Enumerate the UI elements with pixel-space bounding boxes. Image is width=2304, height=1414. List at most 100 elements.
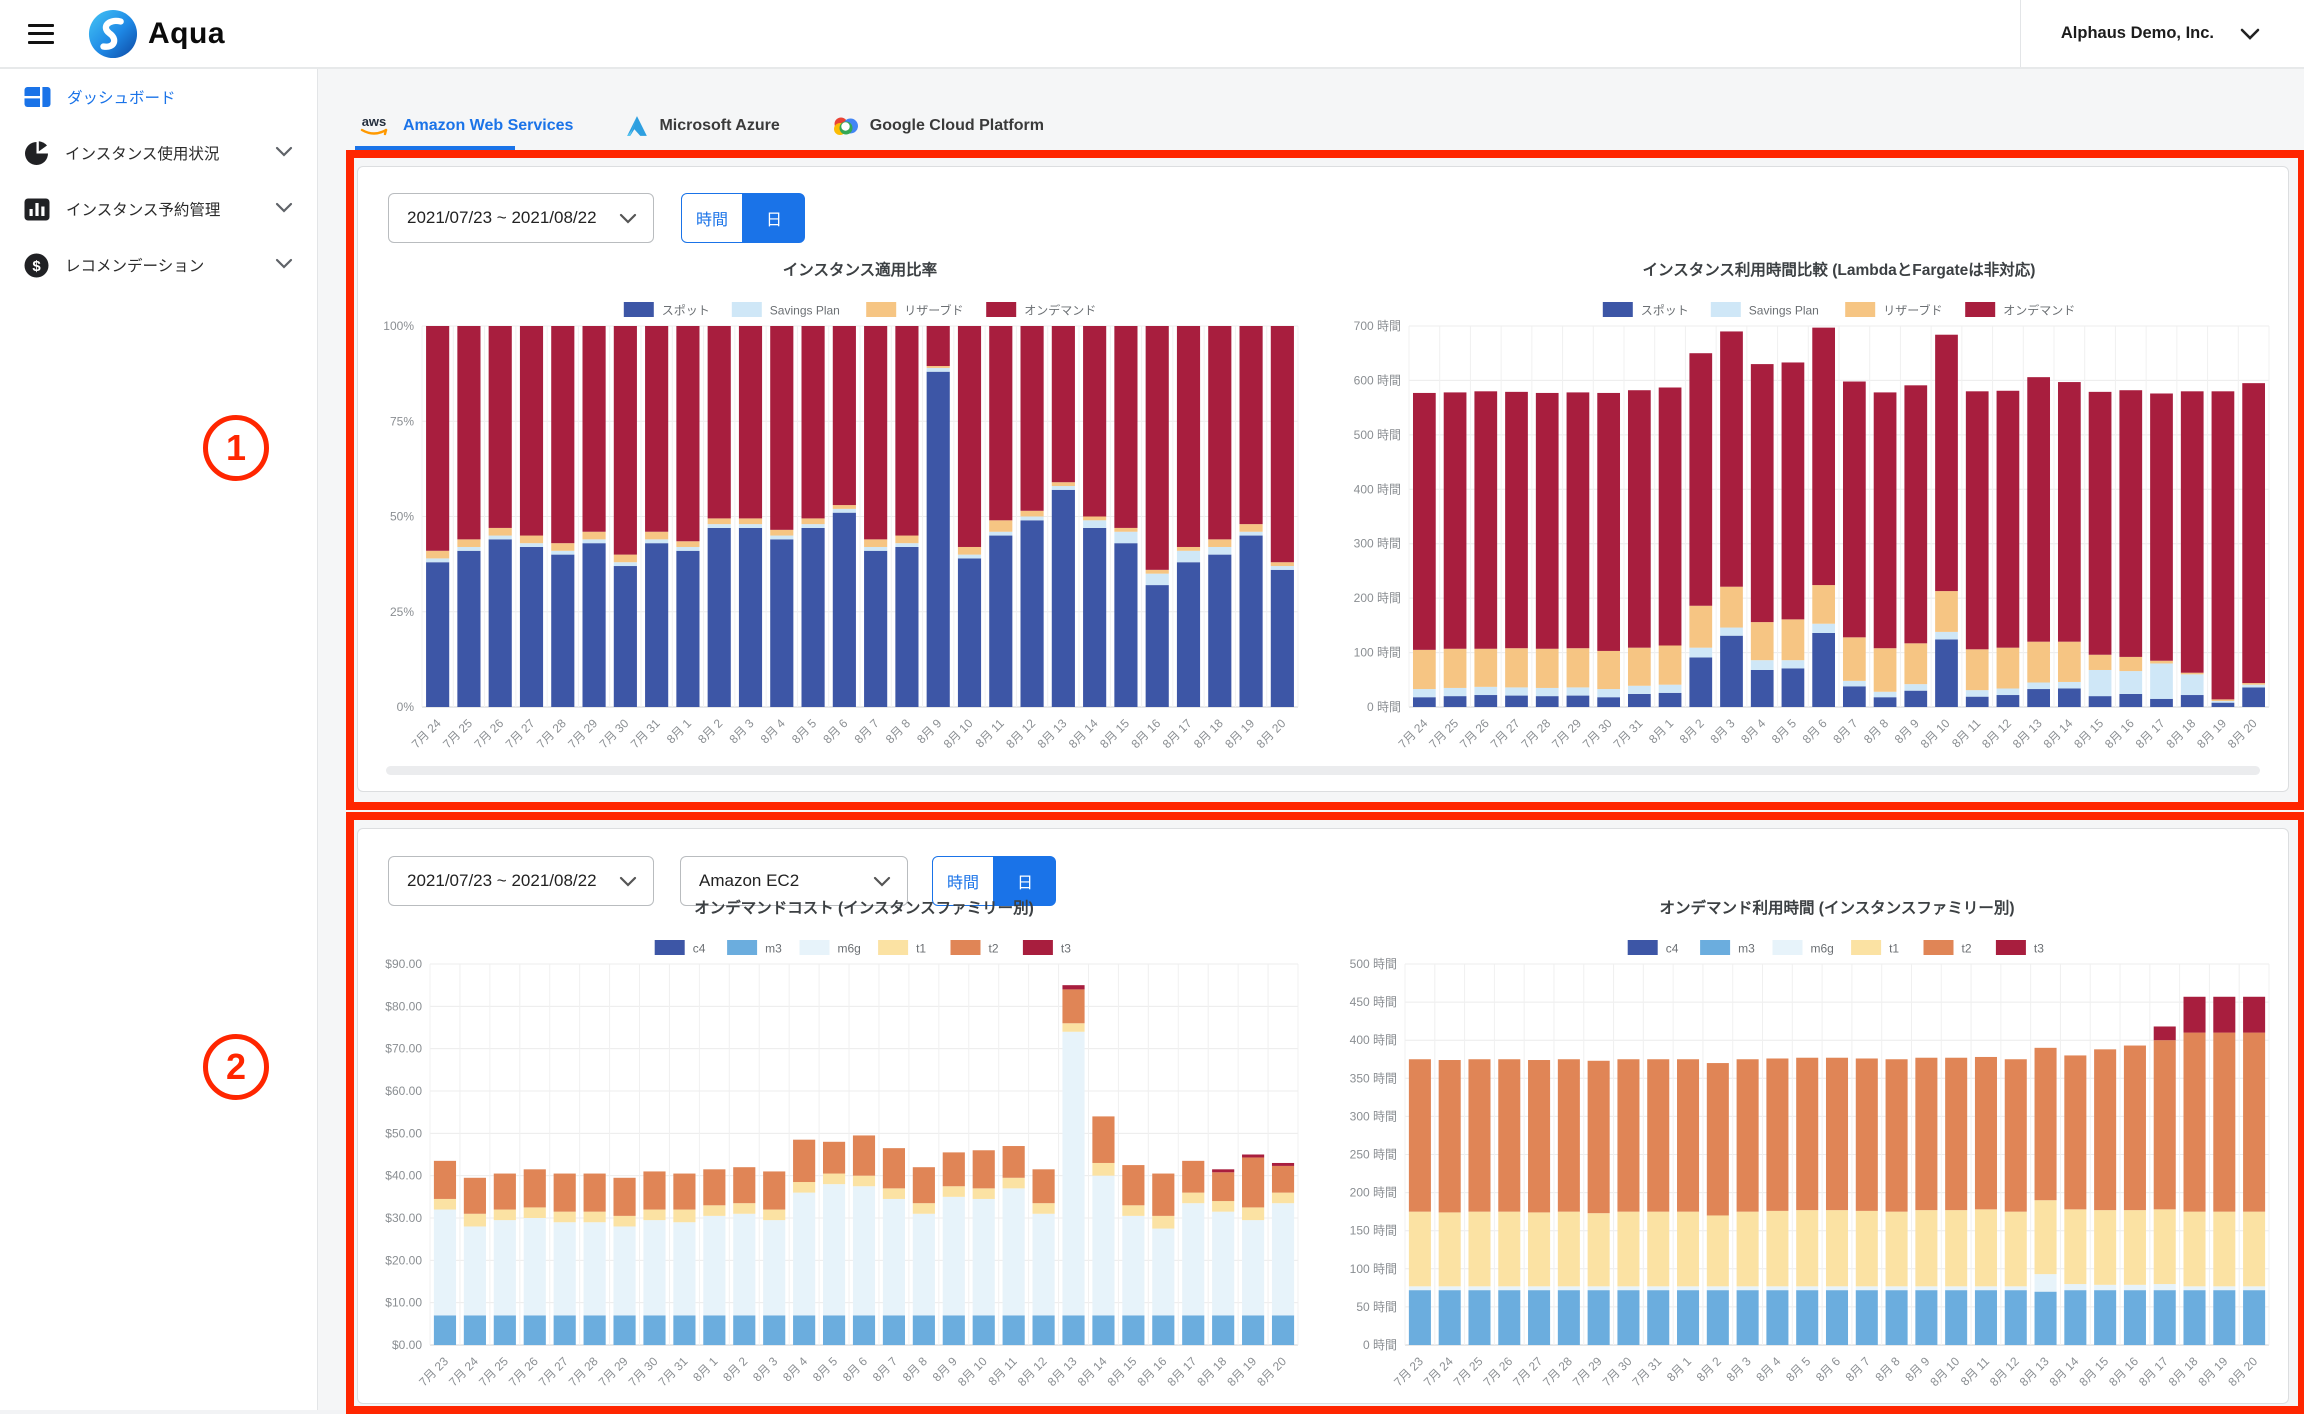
bar-segment[interactable]	[488, 527, 512, 536]
bar-segment[interactable]	[1208, 554, 1232, 707]
bar-segment[interactable]	[553, 1211, 576, 1223]
bar-segment[interactable]	[553, 1173, 576, 1212]
bar-segment[interactable]	[1212, 1169, 1235, 1173]
bar-segment[interactable]	[551, 326, 575, 544]
bar-segment[interactable]	[519, 535, 544, 544]
bar-segment[interactable]	[1965, 690, 1989, 697]
bar-segment[interactable]	[1658, 387, 1682, 646]
bar-segment[interactable]	[643, 1220, 666, 1316]
bar-segment[interactable]	[1182, 1192, 1205, 1204]
bar-segment[interactable]	[942, 1196, 965, 1316]
bar-segment[interactable]	[832, 326, 856, 506]
bar-segment[interactable]	[1443, 392, 1467, 649]
bar-segment[interactable]	[1627, 685, 1651, 694]
bar-segment[interactable]	[1796, 1290, 1819, 1345]
bar-segment[interactable]	[433, 1198, 457, 1210]
bar-segment[interactable]	[2088, 654, 2112, 670]
bar-segment[interactable]	[1242, 1220, 1265, 1316]
bar-segment[interactable]	[2243, 1211, 2266, 1287]
bar-segment[interactable]	[2123, 1045, 2146, 1211]
bar-segment[interactable]	[1627, 390, 1651, 648]
bar-segment[interactable]	[770, 529, 794, 536]
bar-segment[interactable]	[2057, 641, 2081, 682]
bar-segment[interactable]	[2242, 383, 2266, 684]
bar-segment[interactable]	[1996, 688, 2020, 696]
bar-segment[interactable]	[1443, 696, 1467, 707]
bar-segment[interactable]	[463, 1213, 486, 1227]
bar-segment[interactable]	[1182, 1315, 1205, 1345]
bar-segment[interactable]	[2183, 1032, 2206, 1212]
bar-segment[interactable]	[2034, 1274, 2057, 1292]
bar-segment[interactable]	[1706, 1290, 1729, 1345]
bar-segment[interactable]	[2242, 687, 2266, 707]
bar-segment[interactable]	[1965, 696, 1989, 707]
bar-segment[interactable]	[1020, 516, 1044, 521]
bar-segment[interactable]	[2123, 1210, 2146, 1285]
bar-segment[interactable]	[519, 543, 544, 547]
bar-segment[interactable]	[1855, 1286, 1878, 1291]
sidebar-item-recommendation[interactable]: $ レコメンデーション	[0, 237, 317, 293]
bar-segment[interactable]	[1915, 1057, 1938, 1211]
bar-segment[interactable]	[583, 1222, 606, 1316]
bar-segment[interactable]	[1627, 647, 1651, 686]
bar-segment[interactable]	[2064, 1284, 2087, 1291]
bar-segment[interactable]	[1528, 1060, 1551, 1213]
bar-segment[interactable]	[1002, 1315, 1025, 1345]
bar-segment[interactable]	[1528, 1286, 1551, 1291]
bar-segment[interactable]	[1647, 1290, 1670, 1345]
bar-segment[interactable]	[2153, 1026, 2176, 1041]
toggle-day-button[interactable]: 日	[994, 856, 1056, 906]
bar-segment[interactable]	[957, 554, 982, 559]
bar-segment[interactable]	[1528, 1212, 1551, 1287]
bar-segment[interactable]	[1212, 1211, 1235, 1316]
bar-segment[interactable]	[895, 535, 919, 544]
bar-segment[interactable]	[519, 546, 544, 707]
menu-icon[interactable]	[28, 23, 54, 44]
bar-segment[interactable]	[1051, 482, 1075, 487]
bar-segment[interactable]	[733, 1203, 756, 1214]
bar-segment[interactable]	[2242, 684, 2266, 688]
bar-segment[interactable]	[1474, 391, 1498, 649]
bar-segment[interactable]	[493, 1209, 516, 1221]
bar-segment[interactable]	[2034, 1047, 2057, 1201]
tab-azure[interactable]: Microsoft Azure	[625, 106, 780, 146]
sidebar-item-dashboard[interactable]: ダッシュボード	[0, 69, 317, 125]
bar-segment[interactable]	[673, 1222, 696, 1316]
bar-segment[interactable]	[989, 531, 1013, 536]
bar-segment[interactable]	[822, 1141, 846, 1174]
bar-segment[interactable]	[1505, 648, 1528, 688]
bar-segment[interactable]	[2088, 696, 2112, 707]
bar-segment[interactable]	[583, 1173, 606, 1212]
bar-segment[interactable]	[1271, 1203, 1295, 1316]
bar-segment[interactable]	[2213, 1211, 2236, 1287]
bar-segment[interactable]	[1474, 695, 1498, 707]
bar-segment[interactable]	[1528, 1290, 1551, 1345]
bar-segment[interactable]	[463, 1226, 486, 1316]
bar-segment[interactable]	[488, 535, 512, 540]
bar-segment[interactable]	[1176, 550, 1201, 563]
bar-segment[interactable]	[1468, 1290, 1491, 1345]
bar-segment[interactable]	[1566, 392, 1590, 649]
bar-segment[interactable]	[1587, 1290, 1610, 1345]
bar-segment[interactable]	[1114, 543, 1138, 707]
bar-segment[interactable]	[1996, 390, 2020, 648]
bar-segment[interactable]	[2004, 1059, 2027, 1212]
bar-segment[interactable]	[763, 1220, 786, 1316]
bar-segment[interactable]	[2242, 683, 2266, 685]
bar-segment[interactable]	[1873, 648, 1897, 692]
bar-segment[interactable]	[1438, 1286, 1461, 1291]
bar-segment[interactable]	[1114, 531, 1138, 544]
bar-segment[interactable]	[1092, 1116, 1115, 1163]
bar-segment[interactable]	[1796, 1210, 1819, 1287]
bar-segment[interactable]	[1535, 392, 1559, 649]
bar-segment[interactable]	[1557, 1211, 1580, 1287]
bar-segment[interactable]	[733, 1167, 756, 1204]
bar-segment[interactable]	[1474, 686, 1498, 696]
bar-segment[interactable]	[1152, 1315, 1175, 1345]
bar-segment[interactable]	[1412, 697, 1436, 707]
bar-segment[interactable]	[645, 531, 669, 540]
bar-segment[interactable]	[1412, 392, 1436, 650]
bar-segment[interactable]	[1062, 1023, 1085, 1032]
bar-segment[interactable]	[1750, 364, 1774, 623]
bar-segment[interactable]	[832, 512, 856, 707]
